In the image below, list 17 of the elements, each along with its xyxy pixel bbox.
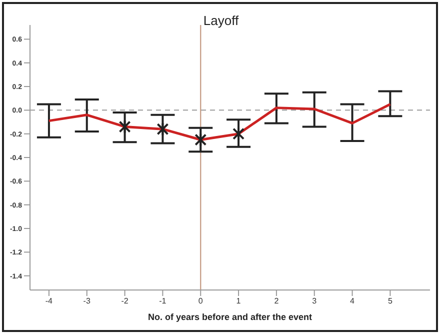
point <box>194 132 207 147</box>
point <box>156 122 169 136</box>
x-tick-label: 2 <box>274 296 280 306</box>
x-tick-label: -2 <box>121 296 129 306</box>
x-tick-label: 0 <box>198 296 204 306</box>
chart-title: Layoff <box>203 13 239 28</box>
x-tick-label: 3 <box>312 296 318 306</box>
x-tick-label: -3 <box>83 296 91 306</box>
x-tick-label: -4 <box>45 296 54 306</box>
x-tick-label: 5 <box>388 296 393 306</box>
point <box>232 126 245 141</box>
x-tick-label: 1 <box>236 296 242 306</box>
x-tick-label: 4 <box>350 296 356 306</box>
x-tick-label: -1 <box>159 296 167 306</box>
x-axis-title: No. of years before and after the event <box>148 312 312 322</box>
line-series <box>48 103 392 142</box>
point <box>118 120 131 134</box>
